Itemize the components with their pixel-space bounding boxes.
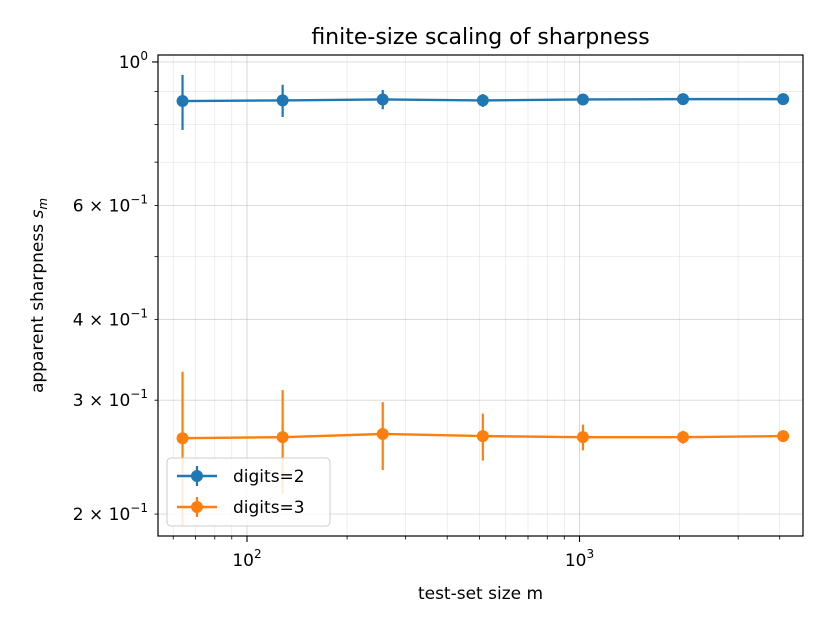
data-point <box>176 95 189 108</box>
legend-marker <box>191 470 203 482</box>
data-point <box>777 430 790 443</box>
data-point <box>576 93 589 106</box>
x-tick-label: 102 <box>232 547 261 571</box>
y-axis-label: apparent sharpness sm <box>28 198 50 393</box>
axis-ticks: 102 103 100 6 × 10−1 4 × 10−1 3 × 10−1 2 × 10−… <box>73 49 781 571</box>
data-point <box>376 427 389 440</box>
legend-entry: digits=2 <box>177 466 305 487</box>
y-axis-label-text: apparent sharpness <box>28 219 48 394</box>
plot-area-frame <box>157 54 804 537</box>
y-tick-label: 4 × 10−1 <box>73 306 148 330</box>
legend: digits=2 digits=3 <box>166 457 331 527</box>
data-point <box>677 93 690 106</box>
legend-entry: digits=3 <box>177 497 305 518</box>
chart-title: finite-size scaling of sharpness <box>311 25 649 50</box>
y-tick-label: 3 × 10−1 <box>73 387 148 411</box>
data-point <box>276 94 289 107</box>
series <box>176 74 790 526</box>
data-point <box>476 94 489 107</box>
data-point <box>276 431 289 444</box>
series-1 <box>176 74 790 130</box>
y-axis-label-subscript: m <box>36 198 50 210</box>
grid <box>158 55 803 536</box>
y-axis-label-symbol: s <box>28 210 48 219</box>
data-point <box>677 431 690 444</box>
legend-label: digits=3 <box>233 498 305 518</box>
data-point <box>476 430 489 443</box>
data-point <box>777 93 790 106</box>
legend-label: digits=2 <box>233 467 305 487</box>
data-point <box>576 431 589 444</box>
series-2 <box>176 371 790 526</box>
x-axis-label: test-set size m <box>418 584 543 604</box>
data-point <box>176 432 189 445</box>
y-tick-label: 6 × 10−1 <box>73 192 148 216</box>
data-point <box>376 93 389 106</box>
legend-marker <box>191 501 203 513</box>
y-tick-label: 2 × 10−1 <box>73 501 148 525</box>
y-tick-label: 100 <box>119 49 148 73</box>
x-tick-label: 103 <box>565 547 594 571</box>
